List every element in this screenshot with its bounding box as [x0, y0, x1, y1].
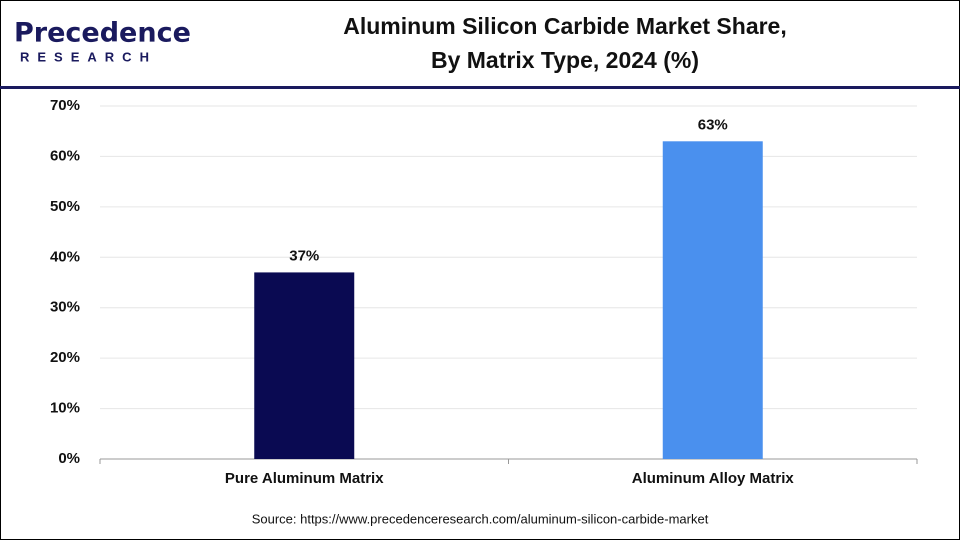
y-tick-label: 10%	[50, 400, 80, 417]
y-tick-label: 70%	[50, 97, 80, 114]
value-label: 37%	[289, 247, 319, 264]
y-tick-label: 0%	[58, 450, 80, 467]
source: Source: https://www.precedenceresearch.c…	[252, 511, 709, 526]
header-rule	[0, 86, 960, 89]
value-label: 63%	[698, 116, 728, 133]
y-tick-label: 50%	[50, 198, 80, 215]
y-tick-label: 30%	[50, 299, 80, 316]
chart-title: Aluminum Silicon Carbide Market Share,	[343, 13, 787, 39]
x-tick-label: Aluminum Alloy Matrix	[632, 470, 795, 487]
y-tick-label: 20%	[50, 349, 80, 366]
logo-name: Precedence	[14, 18, 191, 49]
logo-tagline: RESEARCH	[20, 49, 157, 64]
bar	[662, 141, 763, 460]
y-tick-label: 60%	[50, 147, 80, 164]
chart-title: By Matrix Type, 2024 (%)	[431, 47, 699, 73]
bar	[254, 272, 355, 459]
x-tick-label: Pure Aluminum Matrix	[225, 470, 384, 487]
y-tick-label: 40%	[50, 248, 80, 265]
